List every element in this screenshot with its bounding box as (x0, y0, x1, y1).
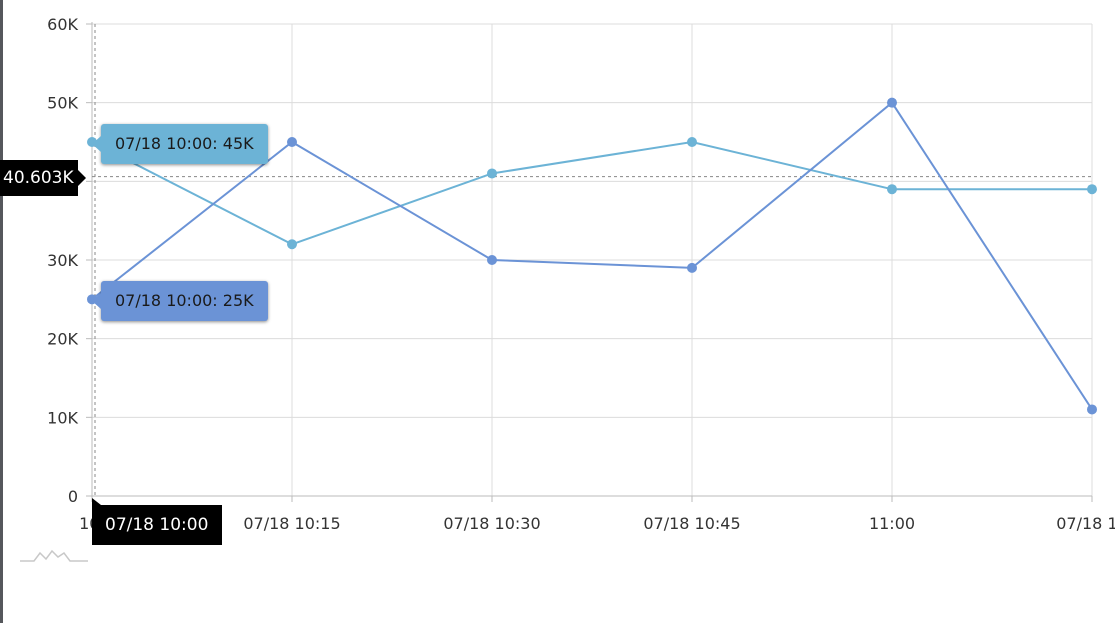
data-point-series-2[interactable] (1087, 404, 1097, 415)
data-point-series-1[interactable] (1087, 184, 1097, 195)
x-tick-label: 07/18 11 (1056, 514, 1115, 533)
x-tick-label: 07/18 10:45 (643, 514, 740, 533)
mountain-logo-icon[interactable] (20, 545, 90, 565)
x-tick-label: 11:00 (869, 514, 915, 533)
y-tick-label: 60K (47, 15, 78, 34)
axes (86, 22, 1093, 502)
x-tick-label: 07/18 10:15 (243, 514, 340, 533)
y-tick-label: 10K (47, 408, 78, 427)
data-point-series-1[interactable] (887, 184, 897, 195)
grid-lines (92, 23, 1093, 497)
data-point-series-1[interactable] (487, 168, 497, 179)
series-layer[interactable] (87, 97, 1097, 415)
series-line-1[interactable] (91, 140, 1092, 246)
y-axis-labels: 010K20K30K40K50K60K (47, 15, 78, 506)
crosshair-y-value-badge: 40.603K (0, 160, 86, 196)
y-tick-label: 20K (47, 330, 78, 349)
crosshair (92, 24, 1092, 496)
tooltip-series-b: 07/18 10:00: 25K (92, 281, 268, 321)
x-tick-label: 07/18 10:30 (443, 514, 540, 533)
y-tick-label: 50K (47, 94, 78, 113)
data-point-series-1[interactable] (687, 137, 697, 147)
tooltip-series-a: 07/18 10:00: 45K (92, 124, 268, 164)
window-edge (0, 0, 3, 623)
data-point-series-2[interactable] (287, 137, 297, 147)
data-point-series-1[interactable] (287, 239, 297, 250)
data-point-series-2[interactable] (687, 262, 697, 273)
crosshair-x-value-badge: 07/18 10:00 (92, 498, 223, 545)
y-tick-label: 30K (47, 251, 78, 270)
series-line-2[interactable] (91, 101, 1093, 411)
data-point-series-2[interactable] (887, 97, 897, 108)
y-tick-label: 0 (68, 487, 78, 506)
data-point-series-2[interactable] (487, 255, 497, 265)
line-chart[interactable]: 010K20K30K40K50K60K 10:07/18 10:1507/18 … (0, 0, 1115, 560)
